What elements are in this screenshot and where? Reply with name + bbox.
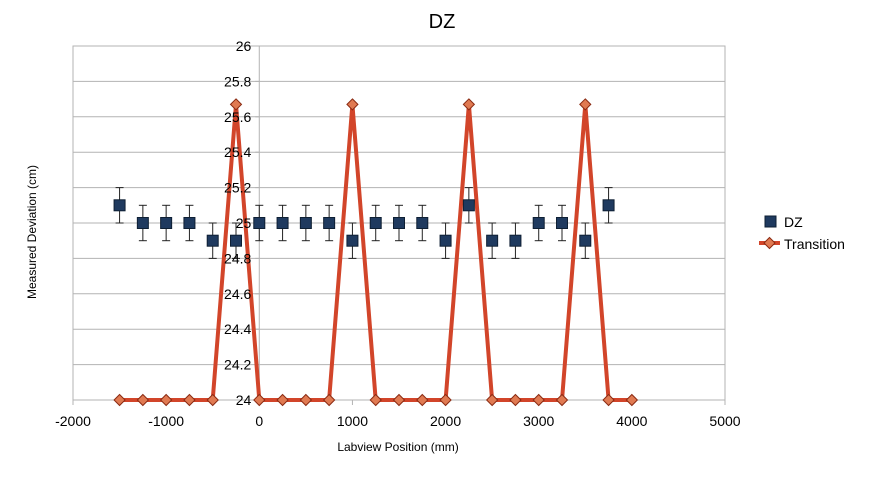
y-axis-label: Measured Deviation (cm) — [25, 165, 39, 299]
dz-point — [230, 234, 242, 247]
x-tick-label: 0 — [255, 413, 263, 429]
chart-title: DZ — [429, 11, 456, 33]
x-tick-label: 2000 — [430, 413, 461, 429]
x-tick-label: -2000 — [55, 413, 91, 429]
x-tick-label: 5000 — [709, 413, 740, 429]
x-tick-label: 4000 — [616, 413, 647, 429]
y-tick-label: 24.6 — [224, 286, 251, 302]
dz-point — [323, 217, 336, 229]
transition-point — [346, 98, 359, 111]
y-tick-label: 25.2 — [224, 180, 251, 196]
y-tick-label: 24.4 — [224, 321, 251, 337]
y-tick-label: 25.6 — [224, 109, 251, 125]
dz-point — [393, 217, 405, 229]
transition-point — [485, 393, 499, 407]
dz-point — [439, 234, 452, 247]
transition-point — [532, 393, 545, 407]
dz-point — [486, 234, 499, 247]
transition-point — [183, 393, 196, 407]
y-tick-label: 25.4 — [224, 144, 251, 160]
x-tick-label: 1000 — [337, 413, 368, 429]
dz-point — [509, 234, 522, 247]
plot-area: 24 24.2 24.4 24.6 24.8 25 25.2 25.4 25.6 25.8 26 -2… — [55, 38, 741, 429]
dz-point — [183, 217, 196, 229]
transition-point — [392, 393, 406, 407]
dz-point — [113, 199, 126, 212]
y-tick-label: 24.8 — [224, 250, 251, 266]
dz-point — [346, 234, 359, 247]
dz-point — [253, 217, 266, 229]
transition-point — [416, 393, 429, 407]
dz-point — [369, 217, 382, 229]
legend-item-transition: Transition — [759, 236, 845, 252]
legend-marker-transition — [763, 236, 776, 250]
y-tick-label: 25 — [236, 215, 252, 231]
x-tick-label: -1000 — [148, 413, 184, 429]
dz-point — [136, 217, 149, 229]
dz-point — [579, 234, 592, 247]
dz-point — [206, 234, 219, 247]
y-tick-label: 24 — [236, 392, 252, 408]
transition-point — [509, 393, 522, 407]
transition-point — [462, 98, 476, 111]
transition-point — [253, 393, 266, 407]
dz-point — [462, 199, 475, 212]
transition-point — [602, 393, 615, 407]
transition-point — [229, 98, 243, 111]
dz-point — [299, 217, 312, 229]
transition-point — [625, 393, 639, 407]
dz-point — [160, 217, 173, 229]
legend-label-dz: DZ — [784, 214, 803, 230]
dz-point — [416, 217, 429, 229]
transition-point — [439, 393, 452, 407]
legend: DZ Transition — [759, 214, 845, 252]
legend-label-transition: Transition — [784, 236, 845, 252]
legend-marker-dz — [764, 215, 777, 228]
transition-point — [159, 393, 173, 407]
x-axis-label: Labview Position (mm) — [337, 440, 458, 454]
dz-point — [556, 217, 568, 229]
y-tick-label: 26 — [236, 38, 252, 54]
legend-item-dz: DZ — [764, 214, 803, 230]
transition-point — [136, 393, 150, 407]
x-tick-label: 3000 — [523, 413, 554, 429]
transition-point — [113, 393, 126, 407]
dz-point — [602, 199, 615, 212]
transition-point — [579, 98, 592, 111]
transition-point — [276, 393, 289, 407]
transition-point — [369, 393, 382, 407]
y-tick-label: 25.8 — [224, 73, 251, 89]
transition-point — [299, 393, 313, 407]
dz-point — [276, 217, 289, 229]
transition-point — [555, 393, 569, 407]
y-tick-label: 24.2 — [224, 357, 251, 373]
dz-point — [532, 217, 545, 229]
transition-point — [322, 393, 336, 407]
transition-point — [206, 393, 219, 407]
